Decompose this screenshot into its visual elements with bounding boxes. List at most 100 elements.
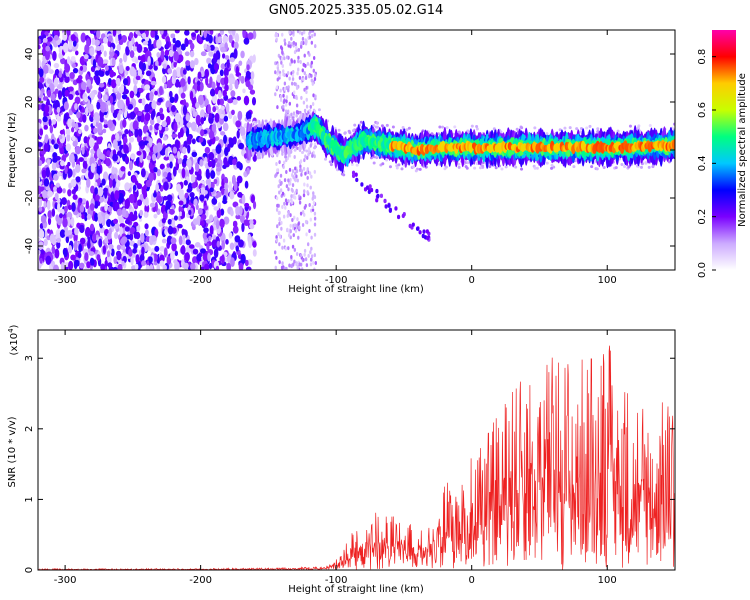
spectrogram-noise-cell bbox=[219, 30, 225, 36]
spectrogram-noise-cell bbox=[189, 90, 194, 101]
spectrogram-noise-cell bbox=[56, 216, 63, 226]
spectrogram-noise-cell bbox=[189, 50, 195, 58]
spectrogram-noise-cell bbox=[292, 262, 295, 267]
spectrogram-noise-cell bbox=[168, 49, 174, 57]
spectrogram-tail-cell bbox=[375, 197, 379, 203]
spectrogram-noise-cell bbox=[385, 158, 389, 162]
spectrogram-noise-cell bbox=[353, 123, 357, 127]
spectrogram-noise-cell bbox=[57, 90, 63, 100]
spectrogram-noise-cell bbox=[112, 30, 117, 37]
spectrogram-noise-cell bbox=[153, 260, 158, 266]
spectrogram-noise-cell bbox=[310, 34, 314, 39]
spectrogram-noise-cell bbox=[171, 242, 177, 252]
spectrogram-noise-cell bbox=[172, 69, 177, 79]
spectrogram-noise-cell bbox=[157, 97, 163, 103]
spectrogram-noise-cell bbox=[175, 66, 182, 78]
spectrogram-noise-cell bbox=[206, 242, 210, 251]
spectrogram-noise-cell bbox=[96, 165, 101, 176]
spectrogram-noise-cell bbox=[156, 52, 161, 58]
spectrogram-noise-cell bbox=[112, 153, 119, 162]
spectrogram-noise-cell bbox=[200, 129, 205, 137]
snr-y-label: SNR (10 * v/v) bbox=[7, 416, 18, 487]
colorbar-label: Normalized spectral amplitude bbox=[737, 73, 748, 227]
spectrogram-noise-cell bbox=[121, 94, 128, 100]
x-tick-label: -100 bbox=[325, 575, 348, 586]
spectrogram-noise-cell bbox=[211, 123, 217, 133]
spectrogram-noise-cell bbox=[283, 178, 287, 183]
spectrogram-noise-cell bbox=[237, 110, 243, 121]
spectrogram-noise-cell bbox=[295, 45, 298, 50]
spectrogram-noise-cell bbox=[114, 190, 120, 201]
spectrogram-noise-cell bbox=[280, 220, 283, 225]
spectrogram-noise-cell bbox=[192, 256, 198, 265]
spectrogram-noise-cell bbox=[181, 167, 186, 179]
spectrogram-noise-cell bbox=[101, 178, 106, 186]
spectrogram-noise-cell bbox=[293, 50, 297, 55]
spectrogram-noise-cell bbox=[305, 39, 308, 44]
spectrogram-noise-cell bbox=[244, 180, 249, 189]
spectrogram-noise-cell bbox=[166, 163, 171, 168]
spectrogram-noise-cell bbox=[309, 208, 313, 213]
spectrogram-noise-cell bbox=[45, 167, 50, 178]
spectrogram-noise-cell bbox=[292, 223, 295, 228]
snr-series bbox=[38, 345, 675, 570]
spectrogram-noise-cell bbox=[82, 159, 88, 170]
spectrogram-noise-cell bbox=[305, 232, 308, 237]
spectrogram-noise-cell bbox=[286, 70, 290, 75]
spectrogram-noise-cell bbox=[43, 238, 48, 247]
spectrogram-noise-cell bbox=[116, 244, 121, 251]
spectrogram-noise-cell bbox=[278, 216, 281, 221]
spectrogram-noise-cell bbox=[444, 165, 448, 169]
spectrogram-noise-cell bbox=[294, 171, 297, 176]
spectrogram-noise-cell bbox=[96, 254, 101, 262]
spectrogram-noise-cell bbox=[133, 242, 138, 250]
spectrogram-noise-cell bbox=[281, 261, 284, 266]
spectrogram-noise-cell bbox=[359, 120, 363, 124]
spectrogram-noise-cell bbox=[312, 260, 315, 265]
spectrogram-noise-cell bbox=[313, 253, 317, 258]
spectrogram-noise-cell bbox=[375, 121, 379, 125]
spectrogram-noise-cell bbox=[199, 248, 206, 254]
spectrogram-tail-cell bbox=[375, 188, 379, 194]
spectrogram-noise-cell bbox=[96, 101, 101, 110]
spectrogram-noise-cell bbox=[244, 202, 250, 208]
spectrogram-noise-cell bbox=[305, 85, 308, 90]
spectrogram-noise-cell bbox=[53, 77, 59, 87]
spectrogram-noise-cell bbox=[308, 74, 311, 79]
spectrogram-noise-cell bbox=[289, 177, 292, 182]
spectrogram-noise-cell bbox=[118, 109, 123, 115]
spectrogram-noise-cell bbox=[60, 57, 66, 65]
spectrogram-noise-cell bbox=[298, 225, 301, 230]
spectrogram-noise-cell bbox=[232, 220, 238, 228]
spectrogram-noise-cell bbox=[173, 61, 177, 68]
x-tick-label: 100 bbox=[598, 575, 617, 586]
spectrogram-noise-cell bbox=[120, 166, 126, 172]
spectrogram-noise-cell bbox=[200, 70, 205, 78]
spectrogram-noise-cell bbox=[276, 224, 279, 229]
spectrogram-noise-cell bbox=[108, 244, 114, 250]
spectrogram-noise-cell bbox=[287, 210, 291, 215]
spectrogram-noise-cell bbox=[194, 30, 199, 34]
spectrogram-noise-cell bbox=[288, 30, 291, 35]
spectrogram-noise-cell bbox=[49, 147, 54, 153]
spectrogram-noise-cell bbox=[299, 44, 303, 49]
spectrogram-noise-cell bbox=[241, 222, 245, 233]
snr-scale-exponent: 4 bbox=[7, 328, 15, 333]
spectrogram-tail-cell bbox=[422, 229, 426, 234]
spectrogram-noise-cell bbox=[173, 259, 178, 265]
spectrogram-noise-cell bbox=[117, 192, 124, 204]
spectrogram-noise-cell bbox=[221, 53, 226, 59]
spectrogram-noise-cell bbox=[303, 158, 306, 163]
spectrogram-noise-cell bbox=[95, 76, 101, 86]
spectrogram-noise-cell bbox=[280, 46, 284, 51]
spectrogram-noise-cell bbox=[72, 40, 77, 47]
spectrogram-noise-cell bbox=[115, 34, 119, 44]
spectrogram-noise-cell bbox=[314, 44, 317, 49]
spectrogram-noise-cell bbox=[313, 109, 317, 114]
spectrogram-noise-cell bbox=[277, 210, 281, 215]
spectrogram-noise-cell bbox=[235, 245, 240, 252]
spectrogram-noise-cell bbox=[75, 259, 80, 267]
spectrogram-noise-cell bbox=[72, 140, 78, 147]
